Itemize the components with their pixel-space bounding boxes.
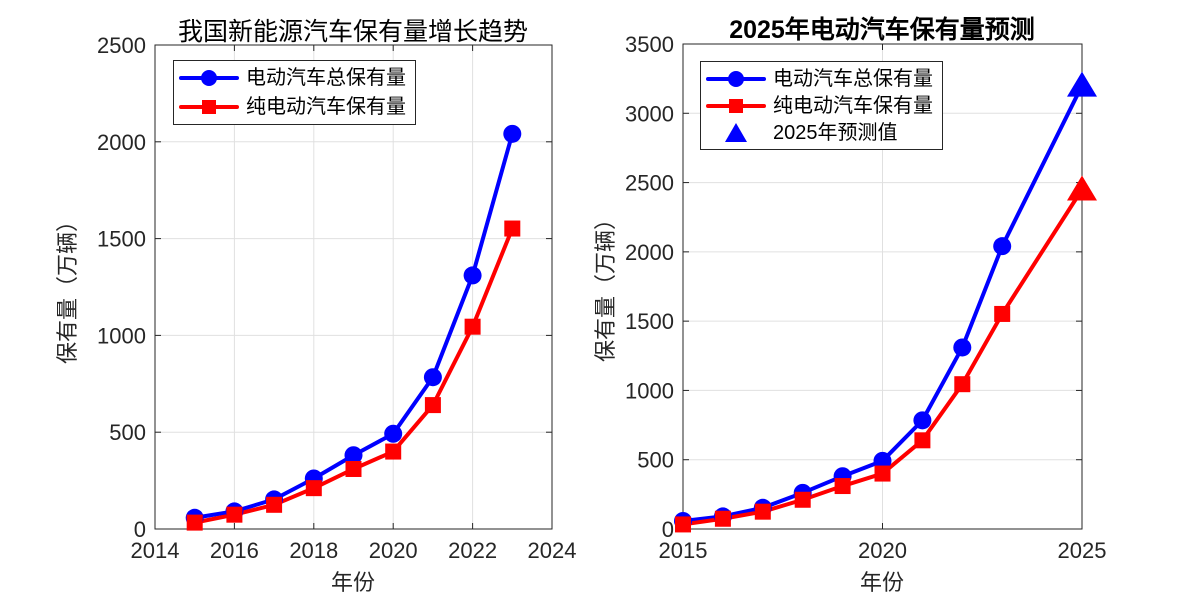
- legend-label: 电动汽车总保有量: [773, 67, 933, 90]
- marker-square: [794, 491, 811, 508]
- marker-square: [186, 514, 203, 531]
- left-legend: 电动汽车总保有量 纯电动汽车保有量: [173, 60, 416, 125]
- x-tick-label: 2020: [858, 538, 907, 563]
- marker-square: [424, 397, 441, 414]
- marker-square: [345, 460, 362, 477]
- marker-square: [385, 443, 402, 460]
- marker-square: [754, 503, 771, 520]
- series-line: [681, 187, 1084, 527]
- marker-circle: [993, 237, 1012, 256]
- marker-triangle: [1067, 71, 1097, 97]
- y-tick-label: 0: [134, 517, 146, 542]
- series-line: [681, 83, 1084, 523]
- marker-square: [874, 465, 891, 482]
- marker-square: [226, 506, 243, 523]
- legend-line-circle-icon: [179, 70, 239, 87]
- x-tick-label: 2020: [369, 538, 418, 563]
- legend-label: 电动汽车总保有量: [246, 67, 406, 90]
- y-tick-label: 500: [109, 420, 146, 445]
- x-tick-label: 2016: [210, 538, 259, 563]
- x-tick-label: 2015: [659, 538, 708, 563]
- left-yaxis-label: 保有量（万辆）: [55, 209, 80, 365]
- marker-triangle: [1067, 175, 1097, 201]
- marker-square: [954, 376, 971, 393]
- y-tick-label: 2000: [625, 240, 674, 265]
- marker-square: [675, 516, 691, 533]
- x-tick-label: 2014: [131, 538, 180, 563]
- marker-circle: [423, 368, 442, 387]
- legend-item-total-ev: 电动汽车总保有量: [706, 66, 933, 92]
- y-tick-label: 2000: [97, 130, 146, 155]
- left-chart-title: 我国新能源汽车保有量增长趋势: [177, 18, 529, 46]
- right-legend: 电动汽车总保有量 纯电动汽车保有量 2025年预测值: [700, 61, 943, 150]
- right-chart-title: 2025年电动汽车保有量预测: [729, 16, 1035, 44]
- left-xaxis-label: 年份: [330, 570, 376, 595]
- y-tick-label: 1000: [97, 323, 146, 348]
- marker-circle: [384, 424, 403, 443]
- y-tick-label: 2500: [97, 33, 146, 58]
- marker-square: [834, 478, 851, 495]
- legend-line-square-icon: [706, 98, 766, 113]
- y-tick-label: 1500: [97, 227, 146, 252]
- legend-triangle-icon: [725, 122, 747, 142]
- marker-circle: [344, 446, 363, 465]
- y-tick-label: 2500: [625, 171, 674, 196]
- marker-circle: [503, 124, 522, 143]
- axes-box: [154, 44, 553, 530]
- marker-square: [266, 496, 283, 513]
- marker-circle: [873, 451, 892, 470]
- y-tick-label: 3500: [625, 32, 674, 57]
- marker-square: [464, 318, 481, 335]
- legend-line-square-icon: [179, 99, 239, 114]
- y-tick-label: 1000: [625, 378, 674, 403]
- legend-line-circle-icon: [706, 70, 766, 87]
- x-tick-label: 2024: [528, 538, 577, 563]
- marker-circle: [953, 338, 972, 357]
- y-tick-label: 500: [637, 448, 674, 473]
- x-tick-label: 2022: [448, 538, 497, 563]
- legend-item-forecast: 2025年预测值: [706, 120, 933, 146]
- right-xaxis-label: 年份: [859, 570, 905, 595]
- y-tick-label: 1500: [625, 309, 674, 334]
- legend-item-total-ev: 电动汽车总保有量: [179, 65, 406, 91]
- marker-square: [914, 432, 931, 449]
- legend-item-pure-ev: 纯电动汽车保有量: [179, 94, 406, 120]
- marker-square: [714, 510, 731, 527]
- legend-item-pure-ev: 纯电动汽车保有量: [706, 93, 933, 119]
- y-tick-label: 0: [662, 517, 674, 542]
- marker-square: [994, 305, 1011, 322]
- marker-circle: [913, 411, 932, 430]
- marker-square: [504, 220, 521, 237]
- marker-circle: [463, 266, 482, 285]
- x-tick-label: 2018: [289, 538, 338, 563]
- x-tick-label: 2025: [1058, 538, 1107, 563]
- marker-square: [305, 480, 322, 497]
- legend-label: 纯电动汽车保有量: [773, 94, 933, 117]
- legend-label: 2025年预测值: [773, 121, 898, 144]
- right-yaxis-label: 保有量（万辆）: [593, 207, 618, 363]
- y-tick-label: 3000: [625, 101, 674, 126]
- legend-label: 纯电动汽车保有量: [246, 95, 406, 118]
